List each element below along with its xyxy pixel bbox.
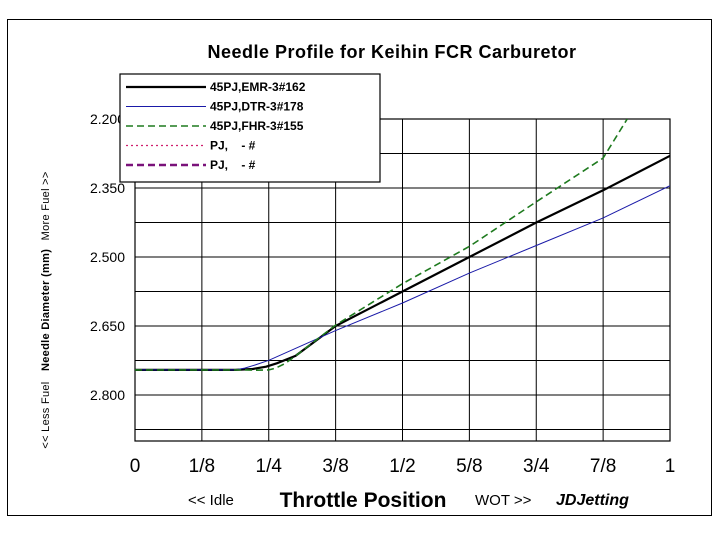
y-axis-label: << Less Fuel Needle Diameter (mm) More F… [36, 171, 53, 448]
x-tick-label: 5/8 [456, 456, 482, 477]
y-tick-label: 2.650 [90, 318, 125, 334]
chart-title: Needle Profile for Keihin FCR Carburetor [207, 42, 576, 62]
y-tick-label: 2.350 [90, 180, 125, 196]
x-tick-label: 7/8 [590, 456, 616, 477]
legend-entry-label: PJ, - # [210, 158, 256, 172]
y-tick-label: 2.200 [90, 111, 125, 127]
x-axis-label: Throttle Position [280, 489, 447, 512]
y-tick-labels: 2.200 2.350 2.500 2.650 2.800 [90, 111, 125, 403]
y-axis-label-less-fuel: << Less Fuel [40, 381, 52, 448]
plot-area [134, 118, 671, 442]
series-line-2 [135, 185, 670, 371]
brand-label: JDJetting [556, 492, 629, 509]
legend-entry-label: 45PJ,FHR-3#155 [210, 119, 304, 133]
x-tick-label: 1/8 [189, 456, 215, 477]
legend-entry-label: 45PJ,DTR-3#178 [210, 100, 304, 114]
needle-profile-chart: 2.200 2.350 2.500 2.650 2.800 0 1/8 1/4 3/8 1/2 5… [36, 42, 676, 512]
x-tick-label: 3/8 [322, 456, 348, 477]
chart-frame: 2.200 2.350 2.500 2.650 2.800 0 1/8 1/4 3/8 1/2 5… [7, 19, 712, 516]
series-layer [135, 119, 670, 372]
x-tick-labels: 0 1/8 1/4 3/8 1/2 5/8 3/4 7/8 1 [130, 456, 676, 477]
legend-entry-label: PJ, - # [210, 139, 256, 153]
y-tick-label: 2.800 [90, 387, 125, 403]
y-tick-label: 2.500 [90, 249, 125, 265]
y-axis-label-main: Needle Diameter (mm) [40, 249, 52, 371]
x-tick-label: 0 [130, 456, 141, 477]
series-line-3 [135, 119, 628, 372]
legend-entry-label: 45PJ,EMR-3#162 [210, 80, 306, 94]
idle-annotation: << Idle [188, 492, 234, 509]
y-axis-label-more-fuel: More Fuel >> [40, 171, 52, 240]
x-tick-label: 1/2 [389, 456, 415, 477]
x-tick-label: 1/4 [256, 456, 283, 477]
x-tick-label: 1 [665, 456, 676, 477]
legend: 45PJ,EMR-3#162 45PJ,DTR-3#178 45PJ,FHR-3#1… [119, 73, 381, 183]
x-tick-label: 3/4 [523, 456, 550, 477]
wot-annotation: WOT >> [475, 492, 532, 509]
grid [135, 119, 670, 441]
